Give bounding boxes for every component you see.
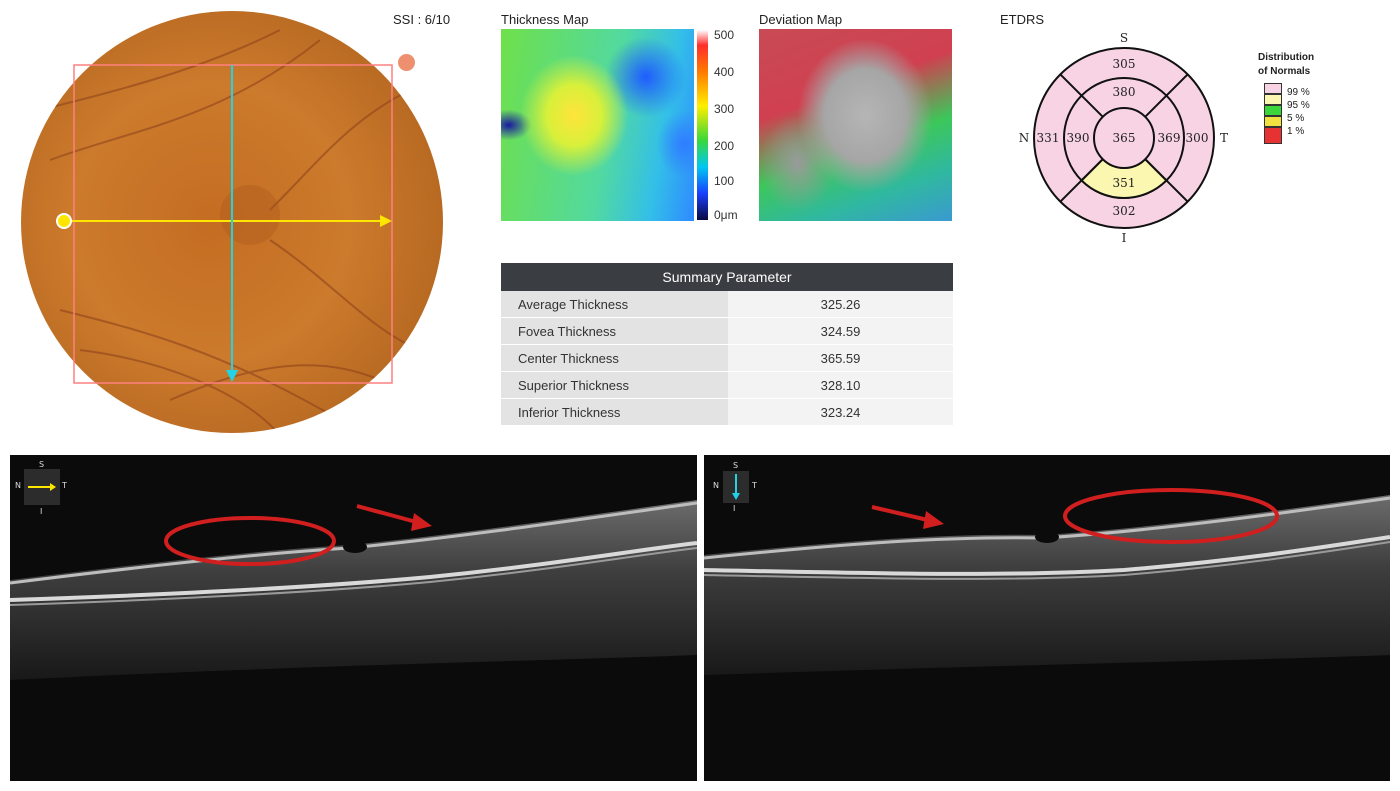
deviation-map-title: Deviation Map (759, 12, 843, 27)
etdrs-label-inferior: I (1122, 231, 1127, 245)
summary-value: 323.24 (728, 398, 953, 426)
legend-swatch-5 (1264, 105, 1282, 116)
etdrs-outer-superior: 305 (1113, 57, 1136, 71)
summary-label: Center Thickness (501, 344, 728, 372)
summary-value: 365.59 (728, 344, 953, 372)
annotation-circle (164, 516, 336, 566)
etdrs-label-superior: S (1120, 31, 1128, 45)
etdrs-label-temporal: T (1220, 131, 1228, 145)
etdrs-outer-nasal: 331 (1037, 131, 1060, 145)
compass-s: S (733, 461, 739, 470)
ssi-label: SSI : 6/10 (393, 12, 451, 27)
legend-swatch-below-1 (1264, 127, 1282, 144)
compass-i: I (40, 507, 43, 516)
compass-s: S (39, 460, 45, 469)
fixation-dot (398, 54, 415, 71)
scan-direction-compass: S N T I (713, 461, 757, 513)
table-row: Center Thickness 365.59 (501, 344, 953, 372)
summary-value: 328.10 (728, 371, 953, 399)
table-row: Inferior Thickness 323.24 (501, 398, 953, 426)
legend-label-1: 1 % (1287, 126, 1305, 137)
summary-label: Superior Thickness (501, 371, 728, 399)
etdrs-center: 365 (1113, 131, 1136, 145)
compass-t: T (752, 481, 757, 490)
colorbar-tick: 0μm (714, 208, 738, 222)
thickness-map-title: Thickness Map (501, 12, 589, 27)
legend-label-99: 99 % (1287, 87, 1310, 98)
summary-parameter-table: Summary Parameter Average Thickness 325.… (501, 263, 953, 426)
etdrs-inner-temporal: 369 (1158, 131, 1181, 145)
thickness-map[interactable] (501, 29, 694, 221)
legend-swatch-99 (1264, 83, 1282, 94)
legend-label-5: 5 % (1287, 113, 1305, 124)
horizontal-scan-arrowhead (380, 215, 392, 227)
compass-n: N (15, 481, 21, 490)
legend-title-line2: of Normals (1258, 66, 1311, 77)
annotation-circle (1063, 488, 1279, 544)
summary-value: 325.26 (728, 291, 953, 318)
legend-label-95: 95 % (1287, 100, 1310, 111)
summary-label: Fovea Thickness (501, 317, 728, 345)
etdrs-title: ETDRS (1000, 12, 1045, 27)
etdrs-inner-inferior: 351 (1113, 176, 1136, 190)
summary-label: Average Thickness (501, 291, 728, 318)
deviation-map[interactable] (759, 29, 952, 221)
colorbar-tick: 500 (714, 28, 735, 42)
thickness-colorbar (697, 30, 708, 220)
table-row: Superior Thickness 328.10 (501, 371, 953, 399)
scan-direction-compass: S N T I (15, 460, 67, 516)
table-row: Fovea Thickness 324.59 (501, 317, 953, 345)
etdrs-grid[interactable]: S I N T 305 380 331 390 365 369 300 351 … (1010, 28, 1240, 248)
scan-start-marker[interactable] (56, 213, 72, 229)
legend-swatch-95 (1264, 94, 1282, 105)
table-row: Average Thickness 325.26 (501, 291, 953, 318)
colorbar-tick: 300 (714, 102, 735, 116)
colorbar-tick: 200 (714, 139, 735, 153)
etdrs-inner-superior: 380 (1113, 85, 1136, 99)
legend-swatch-1 (1264, 116, 1282, 127)
annotation-arrow (356, 504, 421, 525)
summary-value: 324.59 (728, 317, 953, 345)
colorbar-tick: 100 (714, 174, 735, 188)
annotation-arrow (871, 505, 933, 523)
etdrs-outer-temporal: 300 (1186, 131, 1209, 145)
etdrs-label-nasal: N (1019, 131, 1030, 145)
legend-title-line1: Distribution (1258, 52, 1315, 63)
compass-n: N (713, 481, 719, 490)
oct-bscan-vertical[interactable]: S N T I (704, 455, 1390, 781)
compass-t: T (62, 481, 67, 490)
summary-label: Inferior Thickness (501, 398, 728, 426)
fundus-photo (21, 11, 443, 433)
vertical-scan-arrowhead (226, 370, 238, 382)
summary-title: Summary Parameter (501, 263, 953, 291)
oct-bscan-horizontal[interactable]: S N T I (10, 455, 697, 781)
etdrs-inner-nasal: 390 (1067, 131, 1090, 145)
compass-i: I (733, 504, 736, 513)
etdrs-outer-inferior: 302 (1113, 204, 1136, 218)
colorbar-tick: 400 (714, 65, 735, 79)
